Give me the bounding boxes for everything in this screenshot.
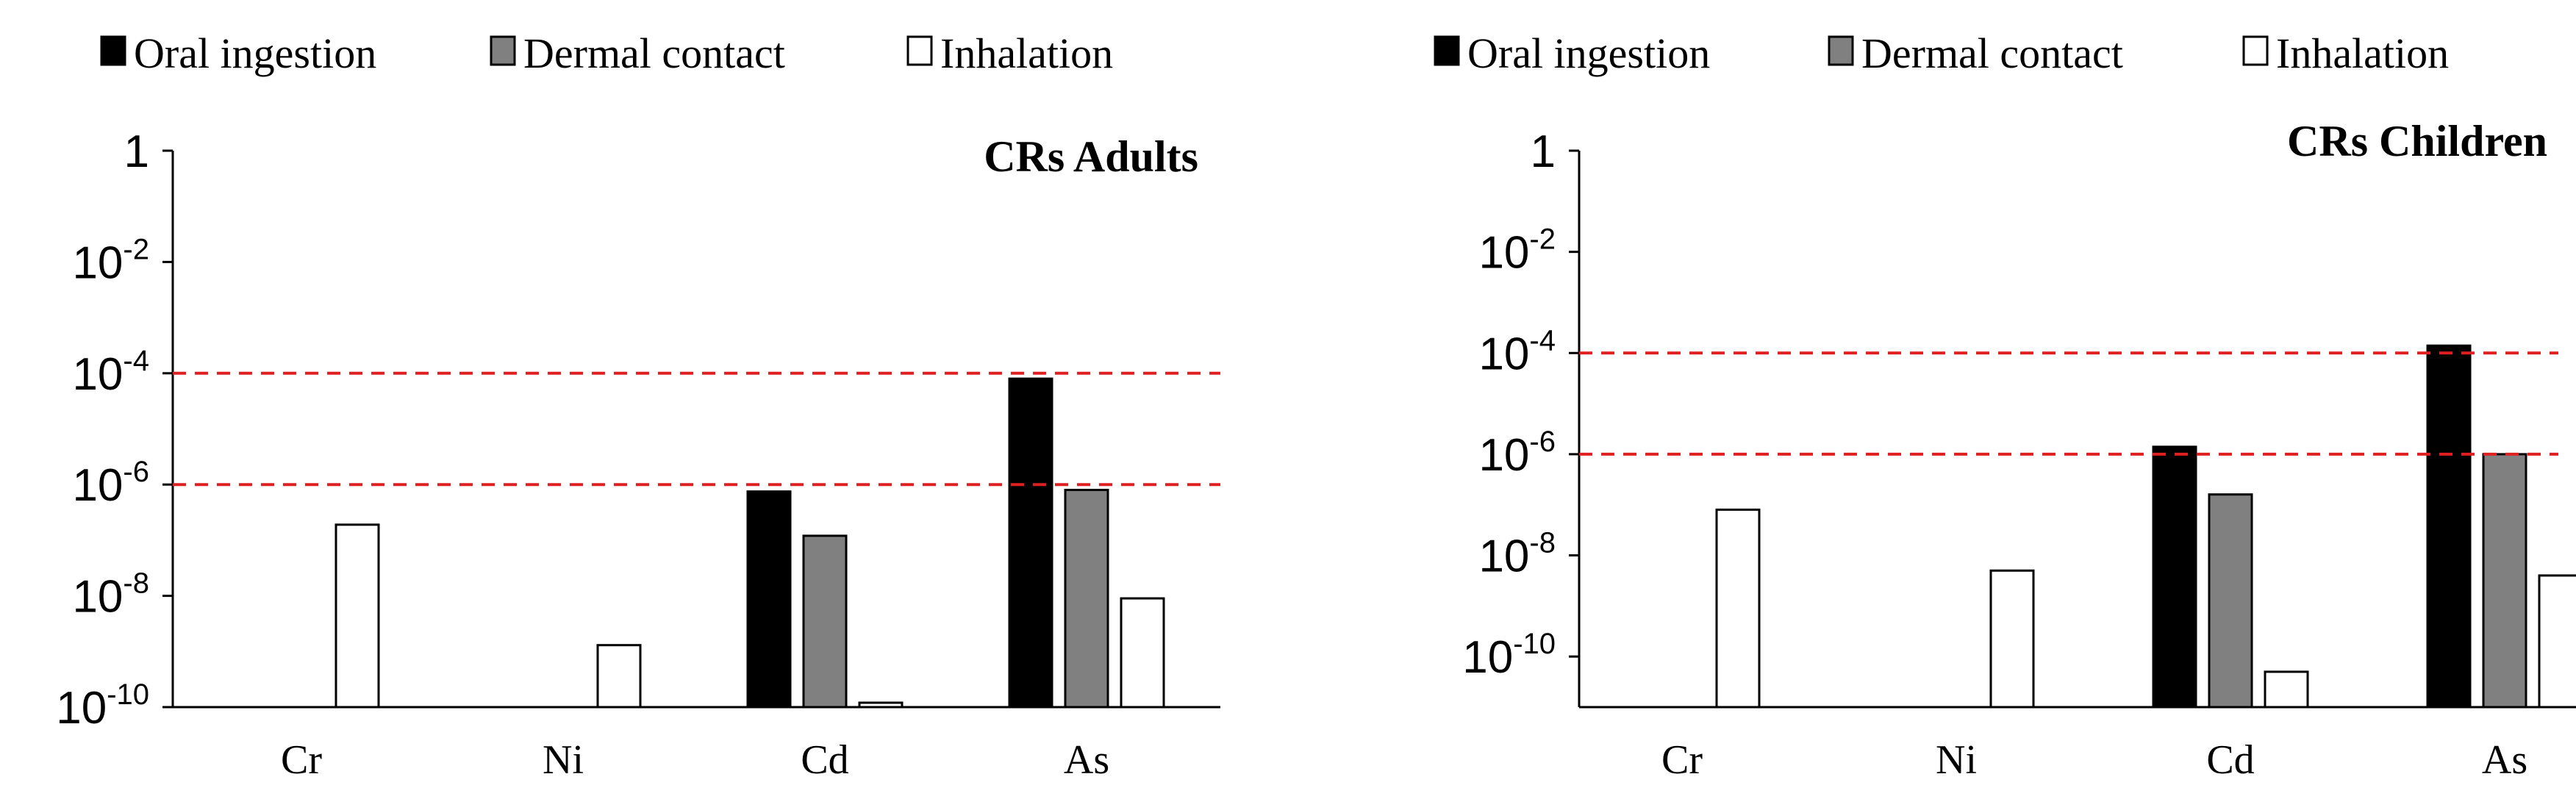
y-tick-label: 1 bbox=[1531, 126, 1556, 177]
y-tick-label: 10-8 bbox=[72, 567, 149, 623]
bar-as-dermal bbox=[1064, 489, 1109, 709]
x-tick-label-ni: Ni bbox=[1936, 737, 1977, 783]
bar-cd-dermal bbox=[802, 534, 848, 709]
legend-swatch-dermal bbox=[1828, 35, 1854, 66]
bar-ni-inhalation bbox=[596, 644, 642, 709]
chart-panel-1: Oral ingestion Dermal contact Inhalation CR… bbox=[56, 29, 1220, 783]
y-tick-label: 1 bbox=[124, 126, 149, 177]
legend-label-inhalation: Inhalation bbox=[2276, 29, 2449, 77]
legend-swatch-dermal bbox=[490, 35, 516, 66]
legend-label-dermal: Dermal contact bbox=[523, 29, 785, 77]
legend-label-dermal: Dermal contact bbox=[1861, 29, 2123, 77]
bar-as-inhalation bbox=[2538, 574, 2576, 709]
chart-title: CRs Children bbox=[2287, 117, 2547, 165]
bar-as-inhalation bbox=[1120, 597, 1165, 709]
bar-as-oral bbox=[1008, 377, 1053, 709]
bar-cd-oral bbox=[746, 490, 792, 709]
legend-label-oral: Oral ingestion bbox=[134, 29, 376, 77]
y-tick-label: 10-4 bbox=[72, 345, 149, 400]
y-tick-label: 10-2 bbox=[72, 233, 149, 288]
bar-as-dermal bbox=[2482, 453, 2527, 709]
x-tick-label-cd: Cd bbox=[2206, 737, 2254, 783]
y-tick-label: 10-10 bbox=[1462, 628, 1556, 683]
bar-cd-inhalation bbox=[858, 701, 904, 709]
y-tick-label: 10-4 bbox=[1478, 324, 1556, 379]
x-tick-label-as: As bbox=[2482, 737, 2527, 783]
legend-swatch-oral bbox=[1434, 35, 1460, 66]
x-tick-label-cr: Cr bbox=[281, 737, 322, 783]
y-tick-label: 10-6 bbox=[1478, 426, 1556, 481]
chart-panel-2: Oral ingestion Dermal contact Inhalation CR… bbox=[1434, 29, 2576, 783]
legend-swatch-inhalation bbox=[2242, 35, 2269, 66]
x-tick-label-cr: Cr bbox=[1661, 737, 1703, 783]
legend-label-inhalation: Inhalation bbox=[940, 29, 1113, 77]
bar-ni-inhalation bbox=[1989, 569, 2035, 709]
bar-cr-inhalation bbox=[1715, 508, 1761, 709]
y-tick-label: 10-2 bbox=[1478, 223, 1556, 279]
x-tick-label-as: As bbox=[1064, 737, 1109, 783]
bar-cd-oral bbox=[2152, 445, 2197, 709]
x-tick-label-ni: Ni bbox=[543, 737, 584, 783]
bar-cd-inhalation bbox=[2264, 670, 2309, 709]
legend-label-oral: Oral ingestion bbox=[1467, 29, 1710, 77]
chart-title: CRs Adults bbox=[984, 132, 1198, 181]
y-tick-label: 10-10 bbox=[56, 678, 149, 734]
bar-cd-dermal bbox=[2208, 493, 2253, 709]
bar-as-oral bbox=[2426, 344, 2472, 709]
x-tick-label-cd: Cd bbox=[801, 737, 848, 783]
bar-cr-inhalation bbox=[334, 523, 380, 709]
legend-swatch-inhalation bbox=[906, 35, 933, 66]
y-tick-label: 10-6 bbox=[72, 456, 149, 511]
legend-swatch-oral bbox=[100, 35, 126, 66]
y-tick-label: 10-8 bbox=[1478, 527, 1556, 582]
